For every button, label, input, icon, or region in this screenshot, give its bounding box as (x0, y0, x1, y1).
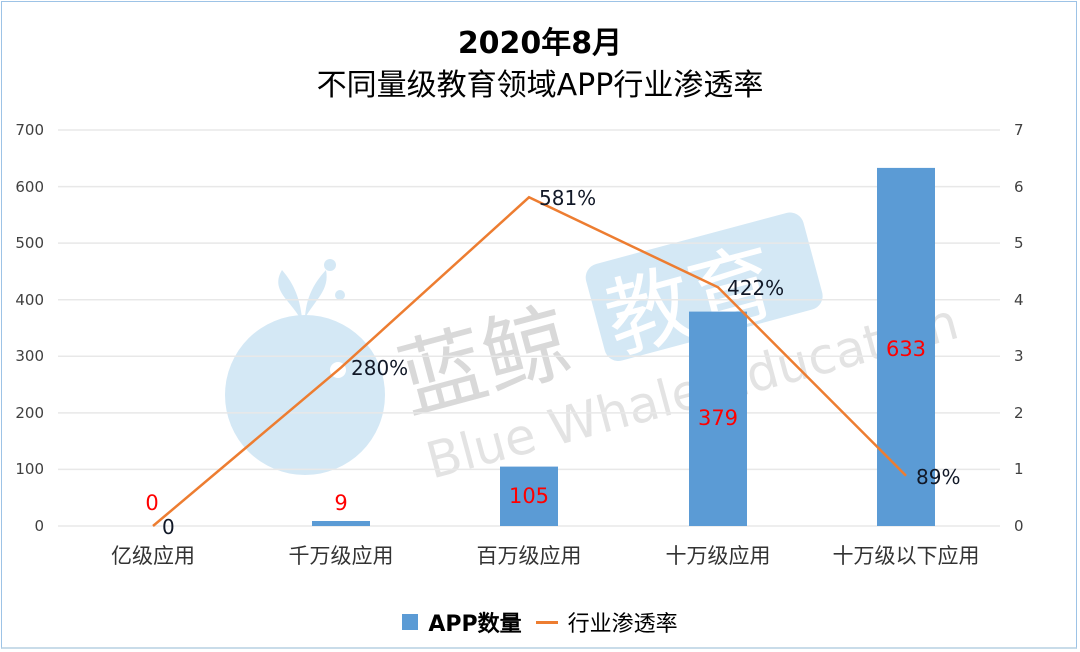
line-label: 0 (162, 515, 175, 539)
y-tick: 500 (15, 234, 44, 252)
bar-label: 9 (334, 491, 348, 515)
y-tick: 400 (15, 291, 44, 309)
bar-qianwan (312, 521, 370, 526)
line-swatch-icon (535, 620, 558, 624)
bar-baiwan (500, 466, 558, 526)
legend-item-line[interactable]: 行业渗透率 (535, 606, 678, 638)
y-tick: 700 (15, 121, 44, 139)
x-category: 十万级以下应用 (832, 544, 980, 568)
y2-tick: 7 (1014, 121, 1024, 139)
bar-swatch-icon (402, 614, 419, 630)
chart-title-line1: 2020年8月 (457, 26, 623, 61)
x-category: 十万级应用 (665, 544, 771, 568)
y-tick: 0 (34, 517, 44, 535)
chart-title-line2: 不同量级教育领域APP行业渗透率 (316, 68, 764, 103)
bar-series (312, 167, 935, 526)
penetration-line (152, 195, 907, 527)
line-label: 581% (539, 186, 597, 210)
bar-shiwan (689, 311, 747, 526)
x-category: 百万级应用 (476, 544, 582, 568)
bar-label: 379 (697, 406, 739, 430)
bar-shiwan-below (877, 167, 935, 526)
y2-tick: 2 (1014, 404, 1024, 422)
line-label: 422% (727, 276, 785, 300)
y2-tick: 6 (1014, 178, 1024, 196)
y2-tick: 1 (1014, 460, 1024, 478)
legend-item-bar[interactable]: APP数量 (402, 606, 522, 638)
line-label: 89% (916, 465, 961, 489)
y-tick: 200 (15, 404, 44, 422)
legend-label: 行业渗透率 (567, 612, 678, 637)
y2-tick: 5 (1014, 234, 1024, 252)
watermark: 蓝鲸 教育 Blue Whale Education (225, 212, 964, 490)
y2-tick: 4 (1014, 291, 1024, 309)
y2-tick: 0 (1014, 517, 1024, 535)
bar-label: 105 (508, 484, 550, 508)
legend: APP数量 行业渗透率 (0, 606, 1080, 638)
y-tick: 300 (15, 347, 44, 365)
x-category: 千万级应用 (288, 544, 394, 568)
whale-logo-icon (225, 315, 385, 475)
line-label: 280% (351, 356, 409, 380)
x-category: 亿级应用 (111, 544, 195, 568)
legend-label: APP数量 (428, 612, 522, 637)
y-tick: 100 (15, 460, 44, 478)
bar-label: 633 (885, 337, 927, 361)
bar-label: 0 (145, 491, 159, 515)
y2-tick: 3 (1014, 347, 1024, 365)
y-tick: 600 (15, 178, 44, 196)
